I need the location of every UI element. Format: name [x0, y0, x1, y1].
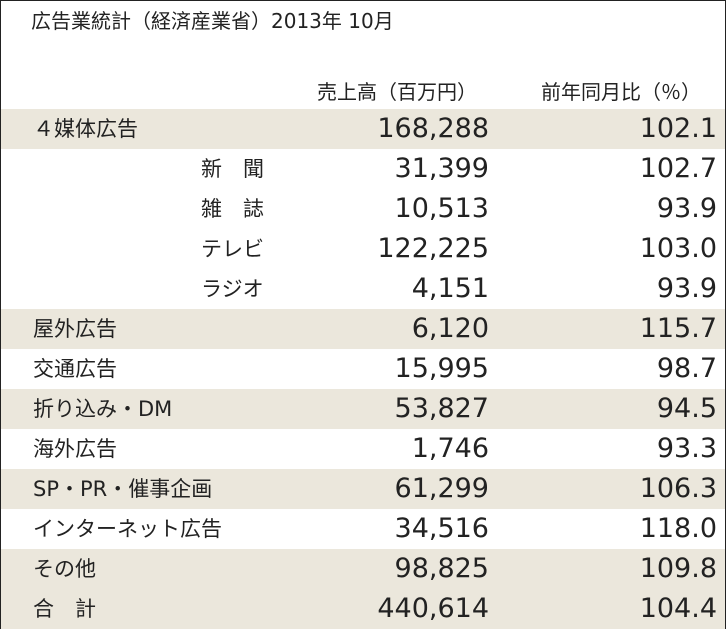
- table-row: インターネット広告 34,516 118.0: [1, 509, 725, 549]
- table-row: 新 聞 31,399 102.7: [1, 149, 725, 189]
- sales-value: 31,399: [394, 153, 489, 184]
- sales-value: 15,995: [394, 353, 489, 384]
- sales-value: 440,614: [377, 593, 489, 624]
- table-row: 屋外広告 6,120 115.7: [1, 309, 725, 349]
- ratio-value: 109.8: [639, 553, 717, 584]
- ratio-value: 102.1: [639, 113, 717, 144]
- row-label: テレビ: [201, 237, 264, 261]
- row-label: インターネット広告: [33, 517, 222, 541]
- row-label: ４媒体広告: [33, 117, 138, 141]
- sales-value: 53,827: [394, 393, 489, 424]
- ratio-value: 98.7: [656, 353, 717, 384]
- row-label: 折り込み・DM: [33, 397, 173, 421]
- table-row: その他 98,825 109.8: [1, 549, 725, 589]
- ratio-value: 93.9: [656, 273, 717, 304]
- row-label: その他: [33, 557, 96, 581]
- row-label: 海外広告: [33, 437, 117, 461]
- table-row: 海外広告 1,746 93.3: [1, 429, 725, 469]
- row-label: 合 計: [33, 597, 96, 621]
- sales-value: 122,225: [377, 233, 489, 264]
- ratio-value: 103.0: [639, 233, 717, 264]
- ratio-value: 118.0: [639, 513, 717, 544]
- ratio-value: 93.9: [656, 193, 717, 224]
- row-label: SP・PR・催事企画: [33, 477, 213, 501]
- row-label: ラジオ: [201, 277, 264, 301]
- row-label: 交通広告: [33, 357, 117, 381]
- table-row: ラジオ 4,151 93.9: [1, 269, 725, 309]
- sales-value: 34,516: [394, 513, 489, 544]
- ratio-value: 106.3: [639, 473, 717, 504]
- table-row: 交通広告 15,995 98.7: [1, 349, 725, 389]
- table-header: 売上高（百万円） 前年同月比（％）: [1, 75, 725, 109]
- table-row: SP・PR・催事企画 61,299 106.3: [1, 469, 725, 509]
- sales-value: 168,288: [377, 113, 489, 144]
- table-row: 合 計 440,614 104.4: [1, 589, 725, 629]
- sales-value: 10,513: [394, 193, 489, 224]
- sales-value: 98,825: [394, 553, 489, 584]
- sales-value: 61,299: [394, 473, 489, 504]
- row-label: 新 聞: [201, 157, 264, 181]
- ratio-value: 102.7: [639, 153, 717, 184]
- table-body: ４媒体広告 168,288 102.1 新 聞 31,399 102.7 雑 誌 10,513…: [1, 109, 725, 629]
- page-title: 広告業統計（経済産業省）2013年 10月: [31, 9, 394, 33]
- table-row: ４媒体広告 168,288 102.1: [1, 109, 725, 149]
- ratio-column-header: 前年同月比（％）: [541, 80, 701, 104]
- row-label: 雑 誌: [201, 197, 264, 221]
- row-label: 屋外広告: [33, 317, 117, 341]
- ratio-value: 115.7: [639, 313, 717, 344]
- ratio-value: 94.5: [656, 393, 717, 424]
- sales-value: 6,120: [411, 313, 489, 344]
- table-row: 折り込み・DM 53,827 94.5: [1, 389, 725, 429]
- sales-value: 1,746: [411, 433, 489, 464]
- table-row: テレビ 122,225 103.0: [1, 229, 725, 269]
- ratio-value: 93.3: [656, 433, 717, 464]
- sales-value: 4,151: [411, 273, 489, 304]
- ratio-value: 104.4: [639, 593, 717, 624]
- sales-column-header: 売上高（百万円）: [317, 80, 477, 104]
- table-row: 雑 誌 10,513 93.9: [1, 189, 725, 229]
